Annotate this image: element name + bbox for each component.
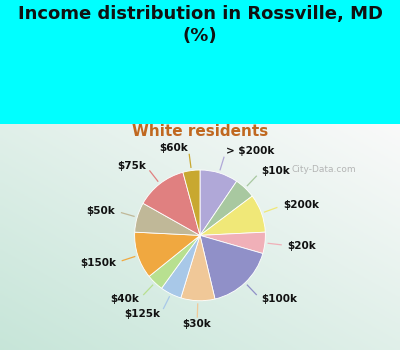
Wedge shape	[200, 181, 252, 235]
Text: $60k: $60k	[160, 143, 188, 153]
Text: $30k: $30k	[183, 318, 212, 329]
Text: $50k: $50k	[86, 206, 115, 216]
Wedge shape	[200, 170, 237, 235]
Text: White residents: White residents	[132, 124, 268, 139]
Text: $100k: $100k	[261, 294, 297, 304]
Text: City-Data.com: City-Data.com	[292, 165, 357, 174]
Text: $150k: $150k	[80, 258, 116, 268]
Wedge shape	[200, 235, 263, 299]
Text: $40k: $40k	[110, 294, 139, 304]
Wedge shape	[200, 196, 265, 235]
Wedge shape	[200, 232, 265, 253]
Wedge shape	[162, 235, 200, 298]
Wedge shape	[143, 172, 200, 235]
Wedge shape	[183, 170, 200, 235]
Text: Income distribution in Rossville, MD
(%): Income distribution in Rossville, MD (%)	[18, 5, 382, 46]
Wedge shape	[135, 232, 200, 276]
Text: $20k: $20k	[288, 240, 316, 251]
Wedge shape	[181, 235, 215, 301]
Text: $75k: $75k	[117, 161, 146, 171]
Wedge shape	[149, 235, 200, 288]
Text: $125k: $125k	[124, 309, 160, 319]
Text: > $200k: > $200k	[226, 146, 274, 156]
Text: $10k: $10k	[261, 167, 290, 176]
Wedge shape	[135, 203, 200, 235]
Text: $200k: $200k	[283, 200, 319, 210]
